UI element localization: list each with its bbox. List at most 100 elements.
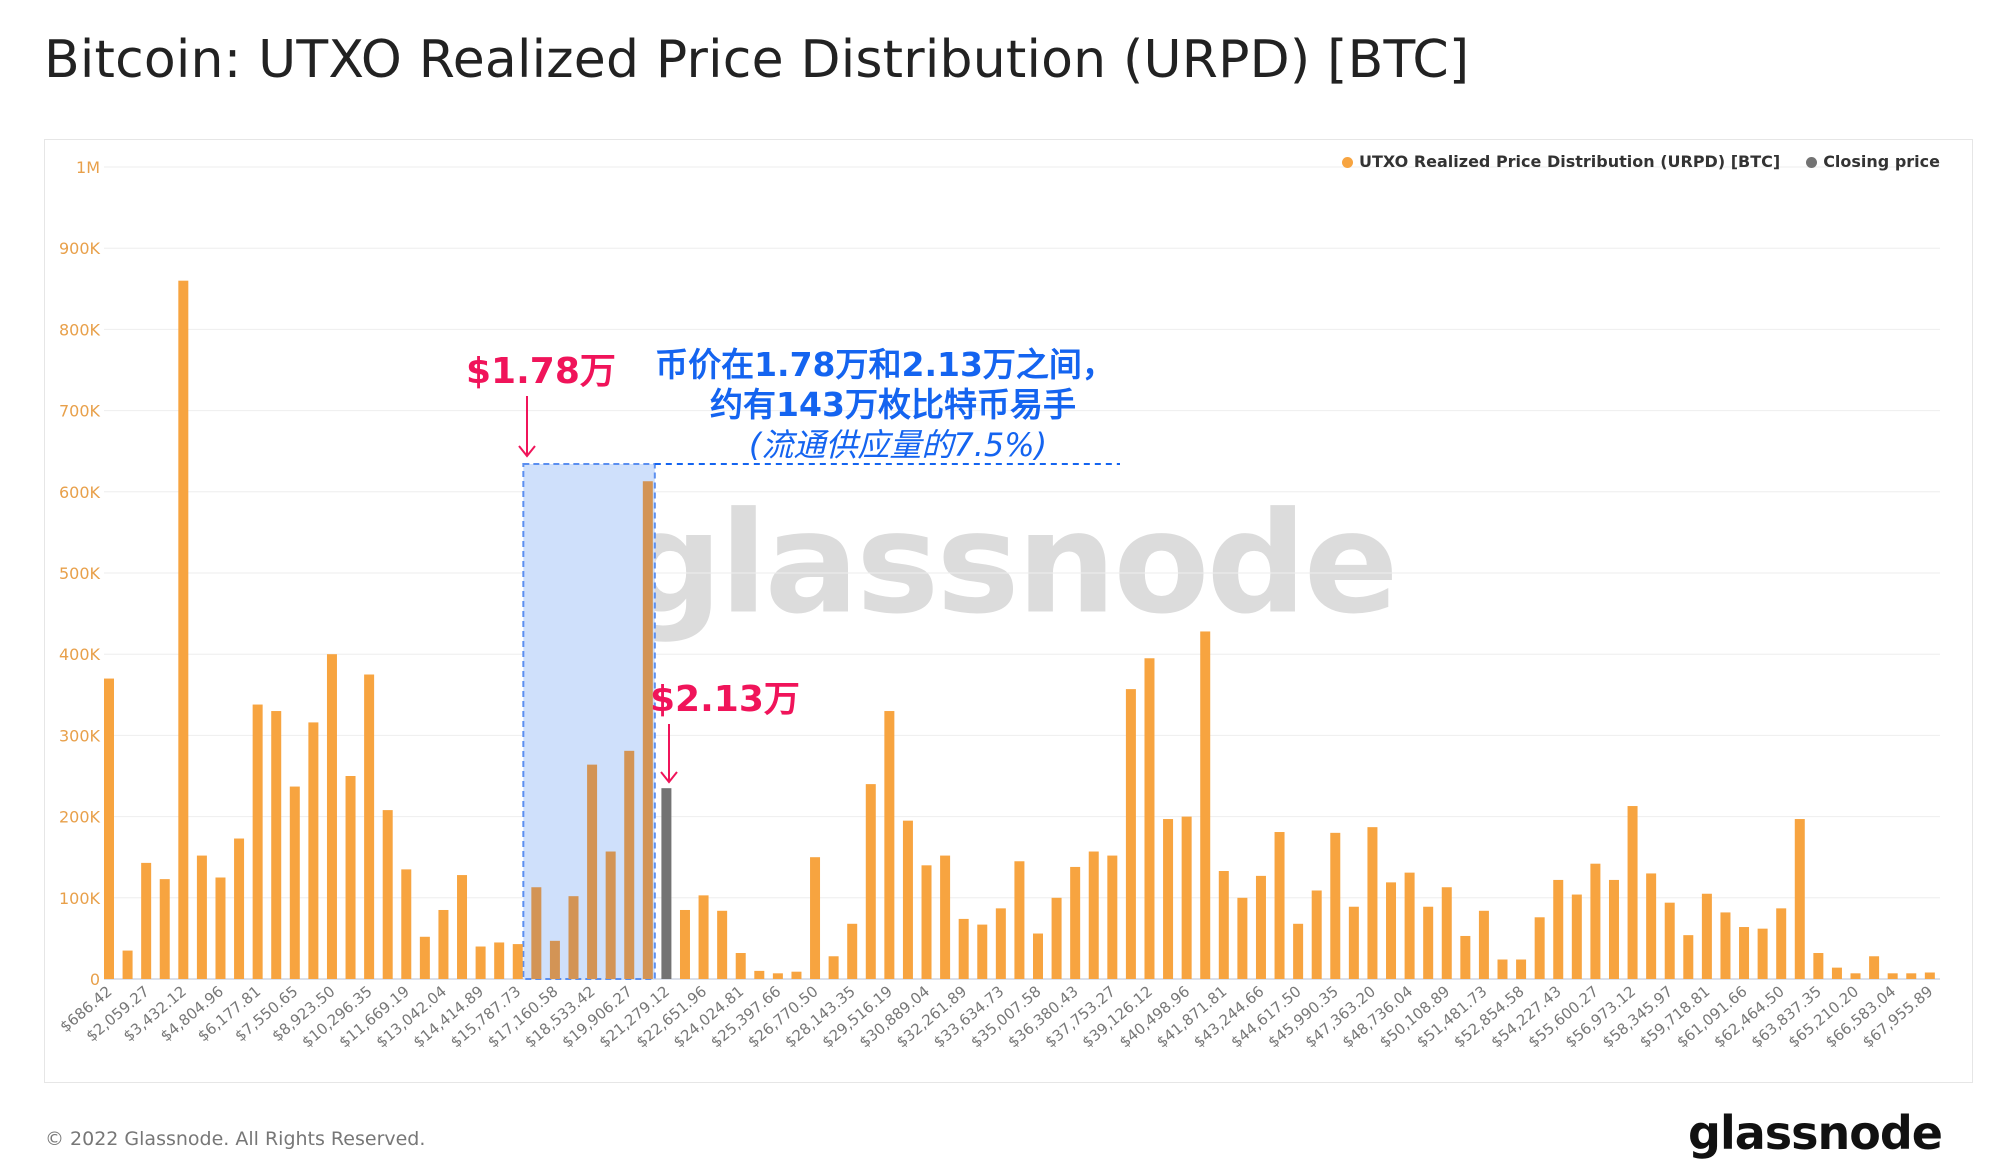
- chart-container: [44, 139, 1973, 1083]
- bar: [1887, 973, 1898, 979]
- bar: [1163, 819, 1174, 979]
- y-tick-label: 600K: [59, 483, 101, 502]
- arrow-low-price-icon-head: [518, 445, 536, 458]
- bar: [1181, 816, 1192, 979]
- bar: [1274, 832, 1285, 979]
- bar: [438, 909, 449, 979]
- bar: [419, 936, 430, 979]
- bar: [1831, 967, 1842, 979]
- bar: [1683, 935, 1694, 979]
- bar: [698, 895, 709, 979]
- bar: [717, 910, 728, 979]
- legend-item-closing-price[interactable]: Closing price: [1806, 152, 1940, 171]
- bar: [1348, 906, 1359, 979]
- bar: [1144, 658, 1155, 979]
- bar: [1813, 953, 1824, 979]
- bar: [1441, 887, 1452, 979]
- bar: [587, 764, 598, 979]
- annotation-line3: (流通供应量的7.5%): [748, 426, 1048, 464]
- bar: [401, 869, 412, 979]
- bar: [1088, 851, 1099, 979]
- y-tick-label: 300K: [59, 726, 101, 745]
- bar: [382, 810, 393, 979]
- bar: [1367, 827, 1378, 979]
- bar: [159, 879, 170, 979]
- y-tick-label: 100K: [59, 889, 101, 908]
- legend: UTXO Realized Price Distribution (URPD) …: [1341, 152, 1940, 171]
- bar: [512, 944, 523, 979]
- bar: [679, 909, 690, 979]
- bar: [642, 481, 653, 979]
- bar: [754, 970, 765, 979]
- bar: [1107, 855, 1118, 979]
- bar: [271, 711, 282, 979]
- bar: [772, 973, 783, 979]
- bar: [847, 923, 858, 979]
- annotation-low-price: $1.78万: [466, 351, 616, 392]
- bar: [810, 857, 821, 979]
- annotation-high-price: $2.13万: [650, 679, 800, 720]
- watermark: glassnode: [622, 482, 1398, 646]
- bar: [1423, 906, 1434, 979]
- bar: [345, 776, 356, 979]
- bar: [234, 838, 245, 979]
- bar: [1033, 933, 1043, 979]
- bar: [1330, 832, 1341, 979]
- bar: [921, 865, 932, 979]
- bar: [178, 280, 189, 979]
- bar: [104, 678, 114, 979]
- bar: [1701, 893, 1712, 979]
- bar: [1293, 923, 1304, 979]
- bar: [865, 784, 876, 979]
- bar: [494, 942, 505, 979]
- y-tick-label: 200K: [59, 808, 101, 827]
- y-tick-label: 500K: [59, 564, 101, 583]
- bar: [605, 851, 616, 979]
- y-tick-label: 900K: [59, 239, 101, 258]
- y-tick-label: 1M: [76, 158, 100, 177]
- bar: [1311, 890, 1322, 979]
- bar: [1460, 935, 1471, 979]
- bar: [1516, 959, 1527, 979]
- legend-item-urpd[interactable]: UTXO Realized Price Distribution (URPD) …: [1341, 152, 1780, 171]
- bar: [326, 654, 337, 979]
- glassnode-logo[interactable]: glassnode: [1688, 1106, 1943, 1160]
- bar: [1571, 894, 1582, 979]
- bar: [122, 950, 133, 979]
- bar: [457, 875, 468, 979]
- bar: [1850, 973, 1861, 979]
- bar: [1070, 866, 1081, 979]
- bar: [1237, 897, 1248, 979]
- bar: [1218, 871, 1229, 979]
- bar: [289, 786, 300, 979]
- bar: [364, 674, 375, 979]
- y-tick-label: 700K: [59, 402, 101, 421]
- bar: [1906, 973, 1917, 979]
- bar: [791, 971, 802, 979]
- bar: [1757, 928, 1768, 979]
- bar: [475, 946, 486, 979]
- bar: [568, 896, 579, 979]
- bar: [1051, 897, 1062, 979]
- bar: [1869, 956, 1880, 979]
- bar: [1478, 910, 1489, 979]
- bar: [884, 711, 895, 979]
- annotation-line2: 约有143万枚比特币易手: [710, 385, 1076, 424]
- bar: [828, 956, 839, 979]
- bar: [1664, 902, 1675, 979]
- bar: [141, 862, 152, 979]
- bar: [1255, 875, 1266, 979]
- orange-dot-icon: [1341, 157, 1353, 168]
- bar: [1646, 873, 1657, 979]
- bar: [1794, 819, 1805, 979]
- y-tick-label: 400K: [59, 645, 101, 664]
- arrow-high-price-icon-head: [660, 771, 678, 784]
- bar: [215, 877, 226, 979]
- page-title: Bitcoin: UTXO Realized Price Distributio…: [44, 30, 1470, 90]
- bar: [995, 908, 1006, 979]
- bar: [1125, 689, 1136, 979]
- bar: [624, 750, 635, 979]
- bar: [308, 722, 319, 979]
- bar: [252, 704, 263, 979]
